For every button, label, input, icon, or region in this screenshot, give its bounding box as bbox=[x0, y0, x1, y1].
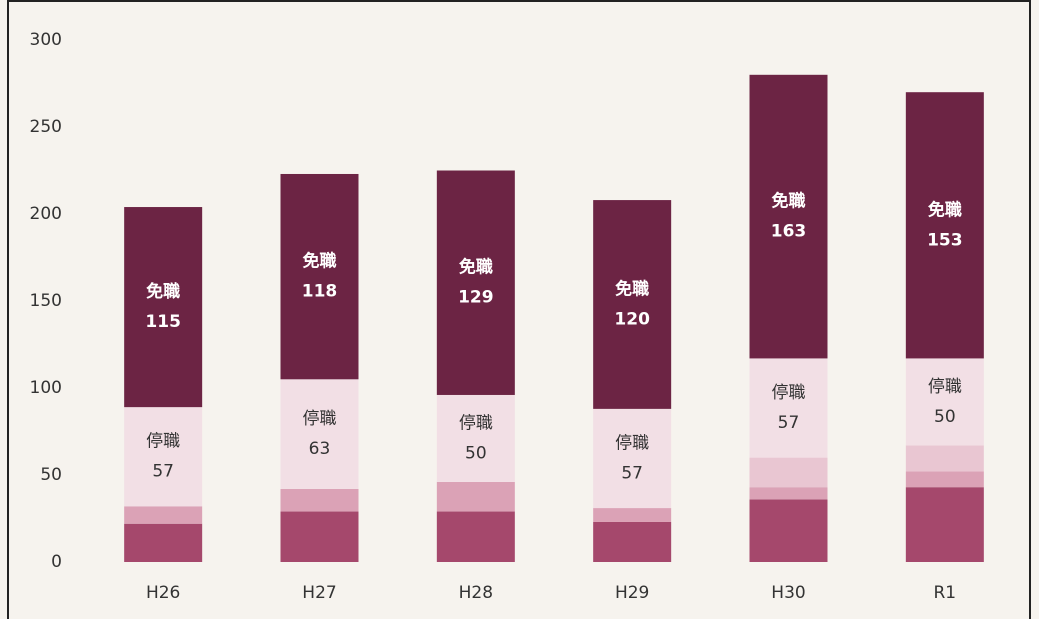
bar-segment bbox=[280, 511, 359, 562]
bar-segment bbox=[124, 207, 203, 408]
value-label: 120 bbox=[614, 309, 650, 329]
bar-segment bbox=[749, 457, 828, 488]
segment-name: 免職 bbox=[928, 199, 962, 220]
bar-segment bbox=[905, 358, 984, 446]
bar-segment bbox=[593, 408, 672, 509]
segment-name: 免職 bbox=[303, 251, 337, 272]
bar-segment bbox=[280, 379, 359, 489]
value-label: 115 bbox=[145, 312, 181, 332]
value-label: 118 bbox=[302, 282, 338, 302]
bar-segment bbox=[436, 170, 515, 395]
segment-name: 免職 bbox=[772, 191, 806, 212]
segment-name: 停職 bbox=[459, 413, 493, 433]
segment-name: 停職 bbox=[772, 383, 806, 403]
bar-segment bbox=[905, 471, 984, 488]
bar-segment bbox=[749, 358, 828, 458]
bar-segment bbox=[749, 499, 828, 562]
value-label: 50 bbox=[465, 443, 487, 463]
value-label: 57 bbox=[152, 462, 174, 482]
x-tick-label: H27 bbox=[302, 583, 336, 603]
bar-segment bbox=[436, 481, 515, 512]
value-label: 50 bbox=[934, 407, 956, 427]
bar-segment bbox=[436, 511, 515, 562]
value-label: 63 bbox=[309, 439, 331, 459]
bar-segment bbox=[749, 487, 828, 500]
y-tick-label: 200 bbox=[30, 204, 62, 224]
bar-segment bbox=[280, 173, 359, 380]
bar-segment bbox=[124, 407, 203, 507]
value-label: 153 bbox=[927, 230, 963, 250]
segment-name: 停職 bbox=[615, 433, 649, 453]
bar-segment bbox=[124, 523, 203, 562]
value-label: 129 bbox=[458, 288, 494, 308]
segment-name: 免職 bbox=[146, 281, 180, 302]
segment-name: 停職 bbox=[303, 409, 337, 429]
bar-segment bbox=[593, 200, 672, 409]
bar-segment bbox=[280, 488, 359, 512]
y-tick-label: 250 bbox=[30, 117, 62, 137]
bar-segment bbox=[124, 506, 203, 524]
segment-name: 免職 bbox=[459, 257, 493, 278]
y-tick-label: 100 bbox=[30, 378, 62, 398]
bar-segment bbox=[593, 508, 672, 522]
x-tick-label: H30 bbox=[771, 583, 805, 603]
value-label: 57 bbox=[621, 463, 643, 483]
value-label: 57 bbox=[778, 413, 800, 433]
bar-segment bbox=[905, 92, 984, 359]
segment-name: 免職 bbox=[615, 278, 649, 299]
bar-segment bbox=[905, 445, 984, 472]
bar-segment bbox=[749, 74, 828, 359]
y-tick-label: 300 bbox=[30, 30, 62, 50]
y-tick-label: 0 bbox=[51, 552, 62, 572]
x-tick-label: H28 bbox=[459, 583, 493, 603]
bar-segment bbox=[593, 521, 672, 562]
x-tick-label: R1 bbox=[934, 583, 957, 603]
x-tick-label: H29 bbox=[615, 583, 649, 603]
y-tick-label: 50 bbox=[40, 465, 62, 485]
bar-segment bbox=[905, 487, 984, 562]
bar-segment bbox=[436, 394, 515, 482]
value-label: 163 bbox=[771, 222, 807, 242]
segment-name: 停職 bbox=[928, 377, 962, 397]
y-tick-label: 150 bbox=[30, 291, 62, 311]
x-tick-label: H26 bbox=[146, 583, 180, 603]
segment-name: 停職 bbox=[146, 432, 180, 452]
